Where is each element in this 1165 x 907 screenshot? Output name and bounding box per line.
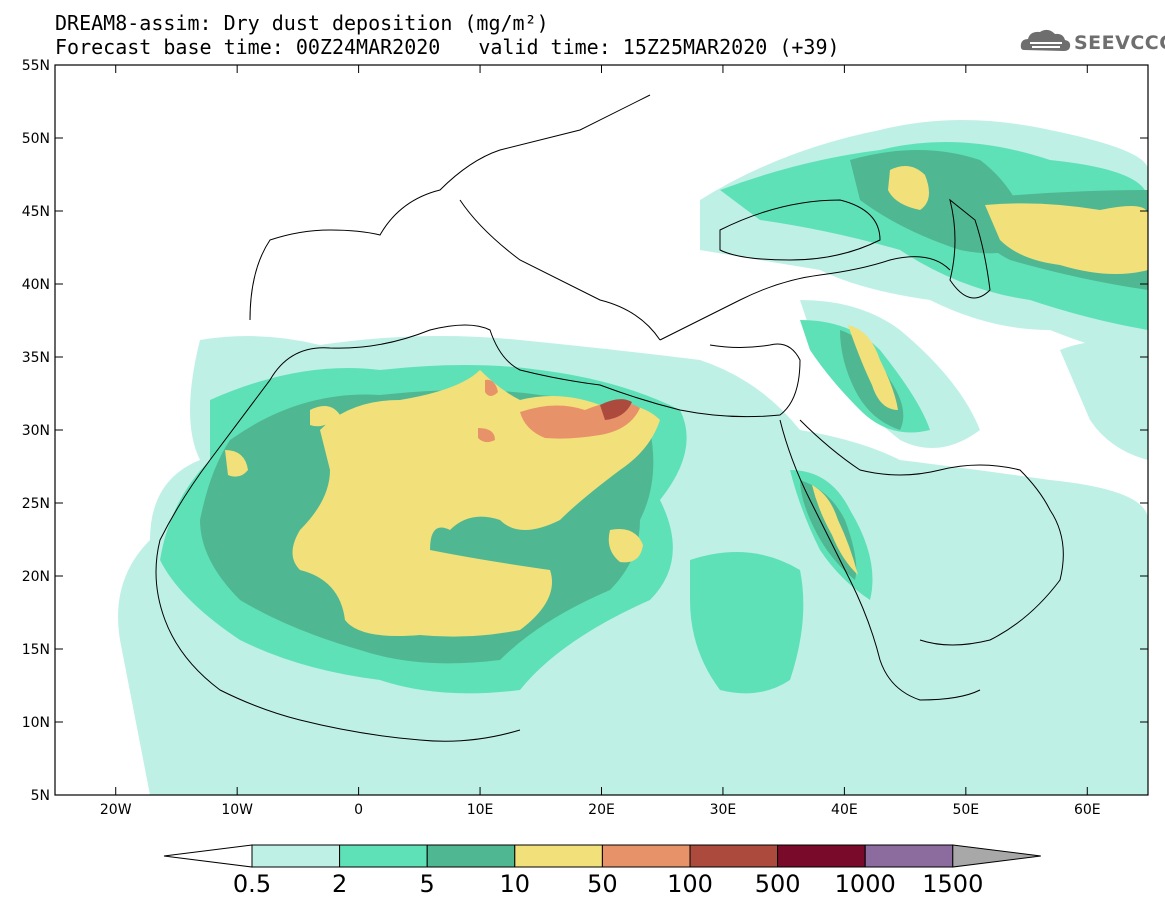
- deposition-fields: [55, 65, 1148, 795]
- colorbar-segment: [514, 844, 603, 868]
- lat-tick-label: 5N: [31, 788, 50, 804]
- colorbar: [163, 844, 1041, 868]
- lat-tick-label: 20N: [22, 569, 50, 585]
- lon-tick-label: 50E: [952, 802, 979, 818]
- lon-tick-label: 30E: [710, 802, 737, 818]
- colorbar-label: 1500: [922, 870, 984, 898]
- colorbar-segment: [864, 844, 954, 868]
- map-subtitle: Forecast base time: 00Z24MAR2020 valid ti…: [55, 36, 840, 58]
- lon-tick-label: 40E: [831, 802, 858, 818]
- colorbar-segment: [601, 844, 691, 868]
- map-title: DREAM8-assim: Dry dust deposition (mg/m²…: [55, 11, 549, 35]
- forecast-base-time: Forecast base time: 00Z24MAR2020: [55, 35, 441, 59]
- coastlines: [155, 94, 1064, 742]
- colorbar-segment: [339, 844, 428, 868]
- valid-time: valid time: 15Z25MAR2020 (+39): [478, 35, 840, 59]
- colorbar-label: 1000: [834, 870, 896, 898]
- level-100-500: [600, 399, 632, 420]
- lat-tick-label: 25N: [22, 496, 50, 512]
- colorbar-label: 50: [587, 870, 618, 898]
- colorbar-label: 2: [331, 870, 348, 898]
- cloud-icon: [1020, 29, 1071, 51]
- colorbar-label: 5: [419, 870, 435, 898]
- lat-tick-label: 55N: [22, 58, 50, 74]
- colorbar-label: 0.5: [232, 870, 272, 898]
- lon-tick-label: 20E: [588, 802, 615, 818]
- lon-tick-label: 10W: [221, 802, 253, 818]
- colorbar-segment: [689, 844, 779, 868]
- logo-text: SEEVCCC: [1074, 32, 1165, 54]
- lon-tick-label: 10E: [467, 802, 494, 818]
- seevccc-logo: SEEVCCC: [1018, 24, 1165, 58]
- colorbar-above-arrow: [952, 844, 1041, 868]
- lat-tick-label: 45N: [22, 204, 50, 220]
- lon-tick-label: 0: [354, 802, 363, 818]
- lat-tick-label: 50N: [22, 131, 50, 147]
- colorbar-label: 100: [667, 870, 713, 898]
- colorbar-segment: [777, 844, 866, 868]
- colorbar-label: 500: [754, 870, 801, 898]
- lat-tick-label: 40N: [22, 277, 50, 293]
- lat-tick-label: 30N: [22, 423, 50, 439]
- lat-tick-label: 35N: [22, 350, 50, 366]
- colorbar-segment: [426, 844, 516, 868]
- lat-tick-label: 15N: [22, 642, 50, 658]
- lon-tick-label: 20W: [100, 802, 132, 818]
- colorbar-below-arrow: [163, 844, 253, 868]
- colorbar-label: 10: [499, 870, 531, 898]
- axis-ticks: [55, 64, 1148, 796]
- colorbar-segment: [251, 844, 341, 868]
- axis-labels: 20W 10W 0 10E 20E 30E 40E 50E 60E 55N 50N 45N 40N 35N…: [22, 58, 1101, 818]
- lat-tick-label: 10N: [22, 715, 50, 731]
- lon-tick-label: 60E: [1074, 802, 1101, 818]
